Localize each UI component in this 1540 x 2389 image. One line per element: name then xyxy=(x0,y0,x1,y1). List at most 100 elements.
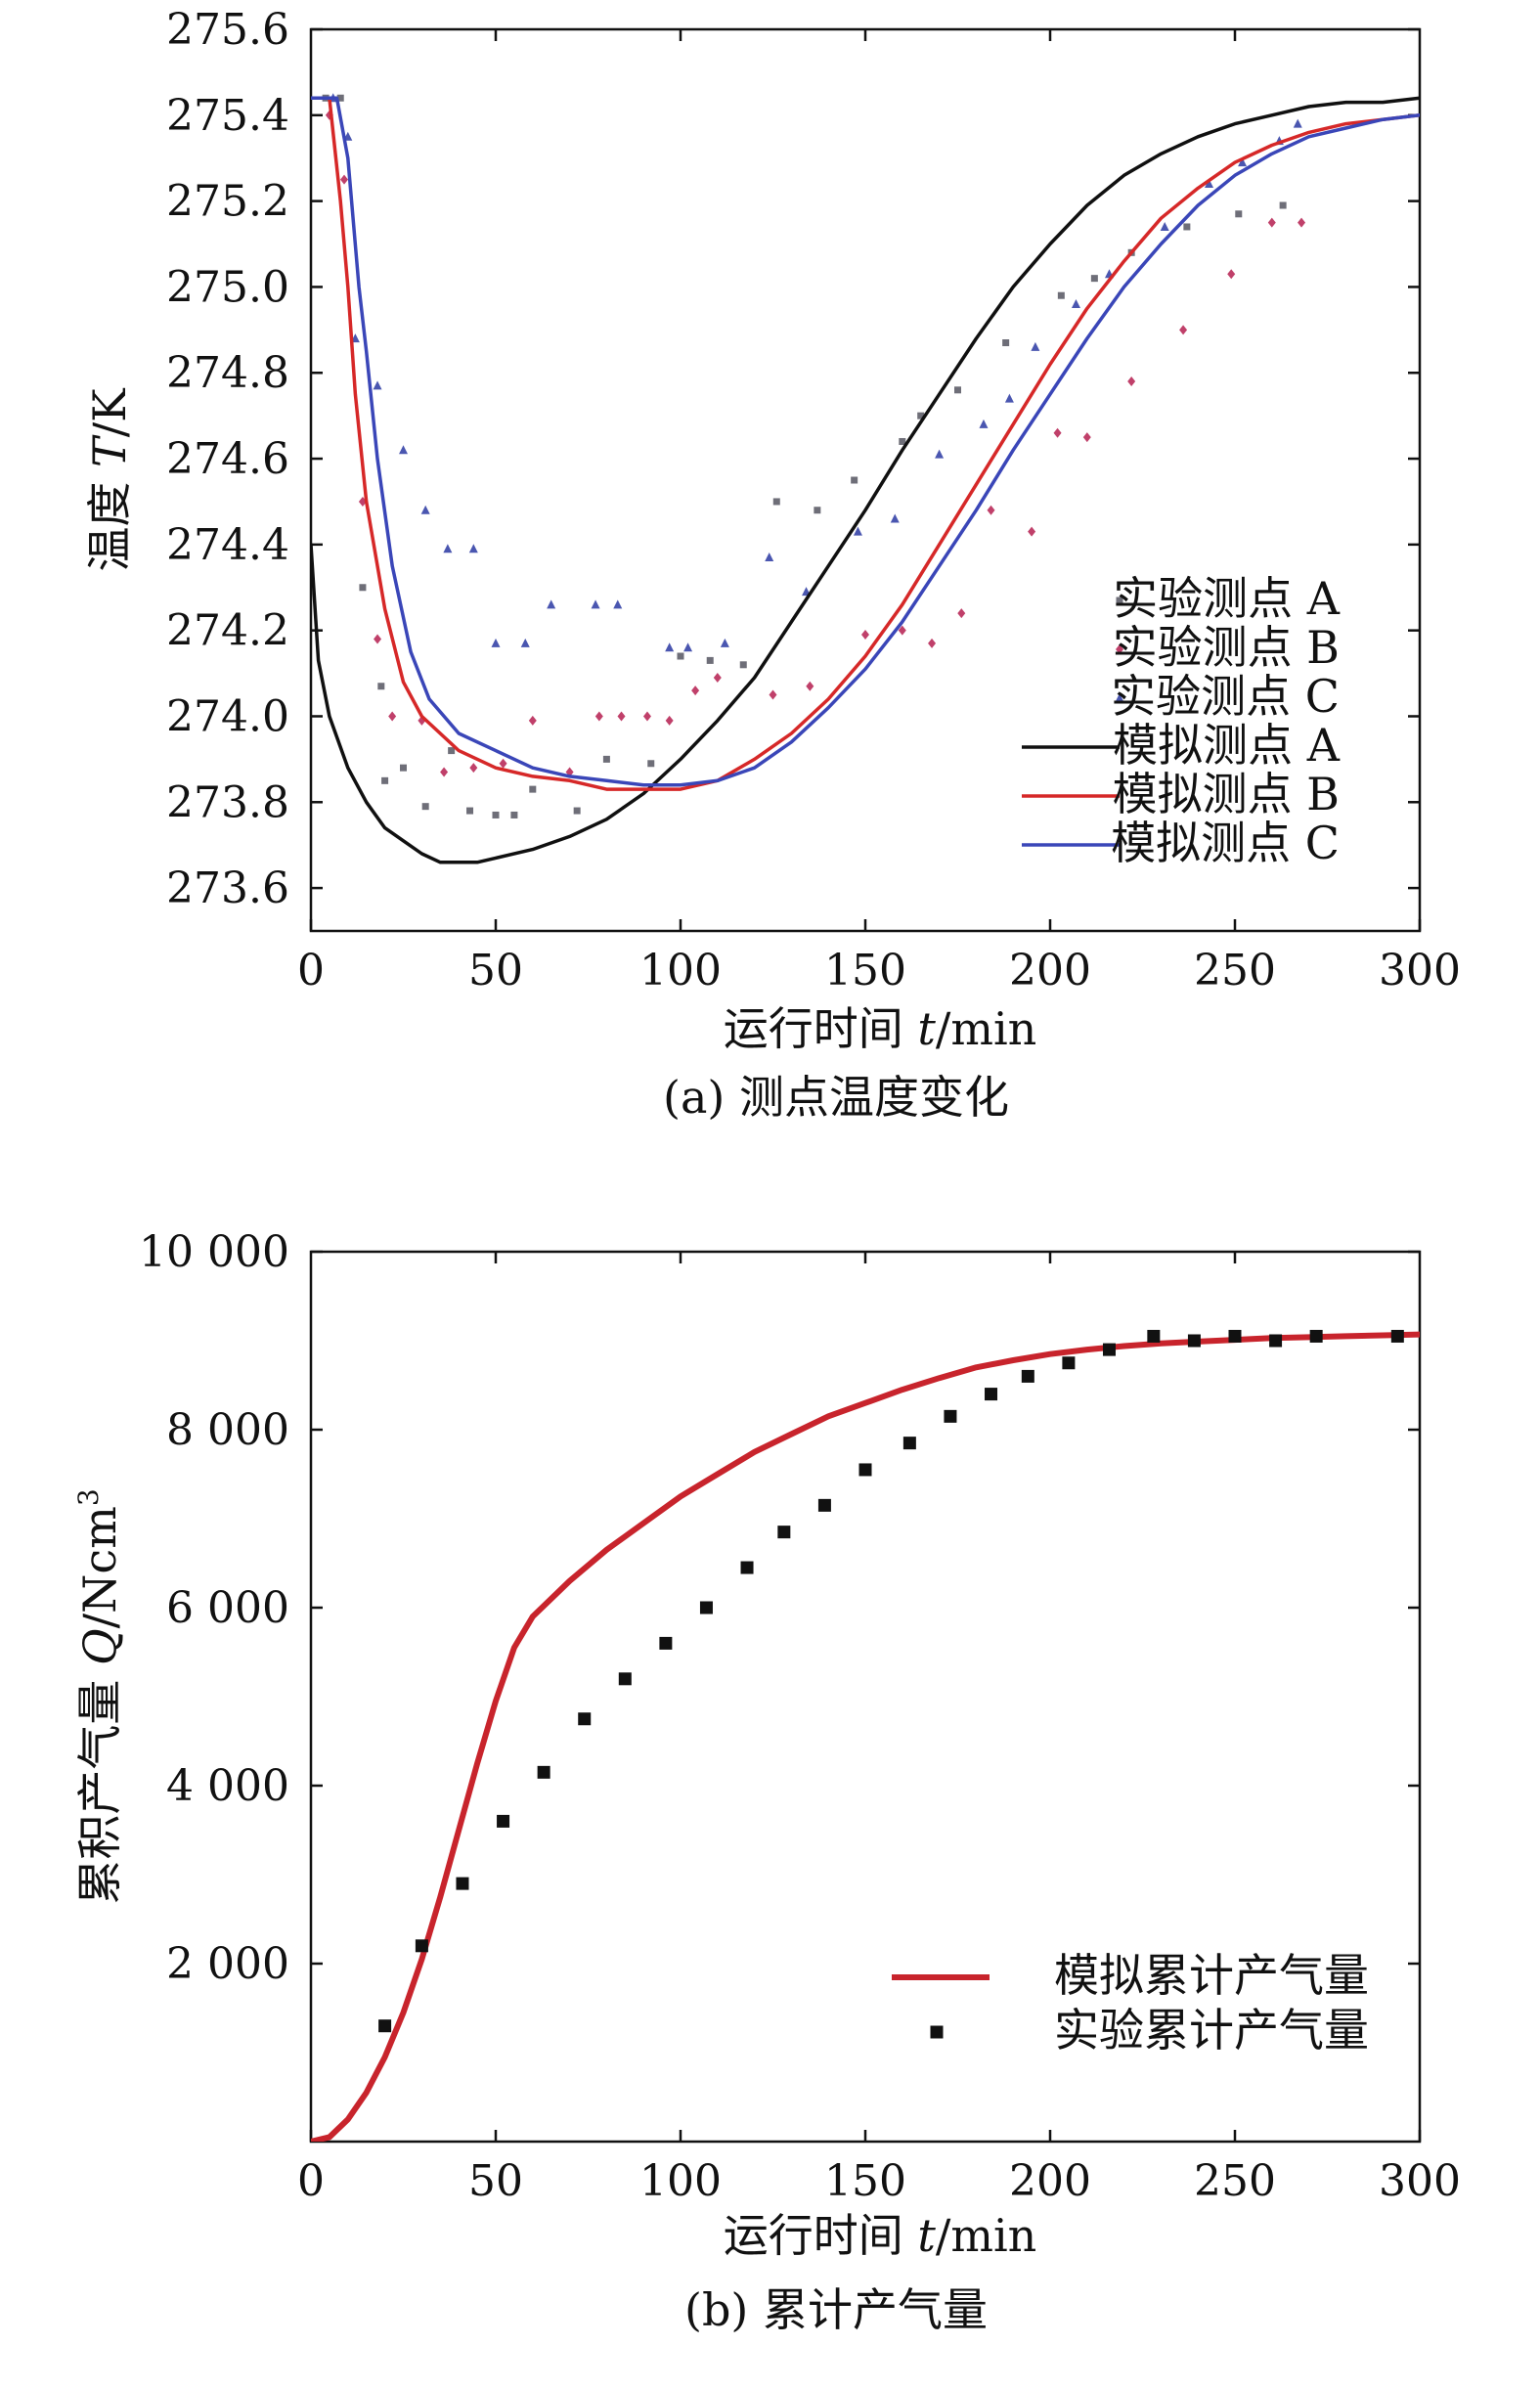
y-tick-label: 4 000 xyxy=(166,1761,289,1811)
data-point xyxy=(954,386,961,394)
y-tick-label: 273.6 xyxy=(166,863,289,913)
legend-item: 实验测点 B xyxy=(1113,621,1340,674)
sim-line-4 xyxy=(311,96,1420,791)
data-point xyxy=(1053,427,1062,438)
data-point xyxy=(440,767,449,777)
data-point xyxy=(573,807,581,815)
exp-points-1 xyxy=(378,1329,1404,2033)
legend-swatch-marker xyxy=(1115,693,1124,702)
legend-label: 实验测点 C xyxy=(1111,670,1340,723)
y-tick-label: 275.6 xyxy=(166,5,289,55)
x-axis-label: 运行时间 t/min xyxy=(724,2209,1037,2262)
plot-area xyxy=(311,1329,1420,2142)
chart-panel-a: 0 50 100 150 200 250 300 273.6 273.8 274.0 274.2 27… xyxy=(83,5,1461,1124)
data-point xyxy=(602,755,610,763)
data-point xyxy=(340,174,349,185)
data-point xyxy=(935,449,945,459)
data-point xyxy=(613,599,623,609)
y-axis-label: 温度 T/K xyxy=(83,387,136,572)
y-tick-label: 8 000 xyxy=(166,1405,289,1455)
data-point xyxy=(1102,1343,1116,1356)
x-axis-label: 运行时间 t/min xyxy=(724,1002,1037,1055)
y-tick-label: 273.8 xyxy=(166,777,289,827)
data-point xyxy=(378,2019,392,2033)
x-tick-label: 100 xyxy=(639,946,722,995)
data-point xyxy=(492,811,500,818)
data-point xyxy=(957,608,966,619)
x-tick-label: 250 xyxy=(1194,2156,1276,2206)
legend-item: 实验测点 A xyxy=(1113,572,1341,625)
data-point xyxy=(1179,325,1188,335)
data-point xyxy=(359,584,367,592)
data-point xyxy=(987,505,995,515)
x-tick-label: 0 xyxy=(297,2156,325,2206)
data-point xyxy=(591,599,600,609)
series-line xyxy=(311,96,1420,791)
data-point xyxy=(537,1765,550,1779)
data-point xyxy=(336,94,344,102)
data-point xyxy=(499,758,507,769)
data-point xyxy=(1082,432,1091,443)
plot-area xyxy=(311,93,1420,864)
panel-caption: (b) 累计产气量 xyxy=(684,2283,988,2336)
data-point xyxy=(665,715,674,726)
data-point xyxy=(618,1672,632,1686)
data-point xyxy=(683,642,693,652)
data-point xyxy=(456,1877,469,1890)
data-point xyxy=(421,803,429,811)
exp-points-1 xyxy=(325,110,1306,777)
data-point xyxy=(466,807,474,815)
data-point xyxy=(769,689,777,700)
x-tick-label: 200 xyxy=(1009,2156,1091,2206)
sim-line-3 xyxy=(311,96,1420,864)
y-tick-label: 274.4 xyxy=(166,520,289,570)
x-tick-label: 300 xyxy=(1379,946,1461,995)
legend-item: 模拟测点 A xyxy=(1022,719,1341,772)
data-point xyxy=(510,811,518,818)
data-point xyxy=(528,715,537,726)
data-point xyxy=(469,763,478,774)
data-point xyxy=(578,1712,592,1726)
data-point xyxy=(1021,1369,1034,1383)
legend-item: 模拟累计产气量 xyxy=(892,1949,1369,2002)
data-point xyxy=(806,681,814,691)
chart-panel-b: 0 50 100 150 200 250 300 2 000 4 000 6 000 8 000 10… xyxy=(72,1227,1461,2336)
data-point xyxy=(520,638,530,647)
data-point xyxy=(374,634,382,644)
data-point xyxy=(1187,1334,1201,1348)
data-point xyxy=(400,764,407,772)
legend-item: 实验累计产气量 xyxy=(930,2004,1369,2057)
data-point xyxy=(814,507,821,514)
data-point xyxy=(647,760,655,768)
y-tick-label: 274.0 xyxy=(166,691,289,741)
data-point xyxy=(594,711,603,722)
x-tick-label: 100 xyxy=(639,2156,722,2206)
x-tick-label: 50 xyxy=(468,2156,523,2206)
y-tick-label: 275.4 xyxy=(166,91,289,141)
data-point xyxy=(1267,217,1276,228)
series-line xyxy=(311,96,1420,787)
data-point xyxy=(617,711,626,722)
x-tick-label: 150 xyxy=(824,2156,906,2206)
data-point xyxy=(1293,118,1302,128)
legend-label: 实验测点 A xyxy=(1113,572,1341,625)
data-point xyxy=(443,544,453,553)
data-point xyxy=(529,785,537,793)
data-point xyxy=(772,498,780,506)
y-tick-label: 2 000 xyxy=(166,1939,289,1989)
data-point xyxy=(1147,1329,1161,1343)
x-tick-label: 250 xyxy=(1194,946,1276,995)
y-tick-label: 275.2 xyxy=(166,177,289,227)
y-tick-label: 6 000 xyxy=(166,1583,289,1633)
data-point xyxy=(1062,1356,1076,1370)
data-point xyxy=(1127,376,1136,387)
legend-label: 模拟测点 A xyxy=(1113,719,1341,772)
data-point xyxy=(1028,526,1036,537)
x-tick-label: 300 xyxy=(1379,2156,1461,2206)
data-point xyxy=(1298,217,1306,228)
data-point xyxy=(388,711,397,722)
data-point xyxy=(415,1939,428,1953)
legend-label: 模拟测点 B xyxy=(1113,768,1340,820)
data-point xyxy=(1269,1334,1283,1348)
x-tick-label: 0 xyxy=(297,946,325,995)
